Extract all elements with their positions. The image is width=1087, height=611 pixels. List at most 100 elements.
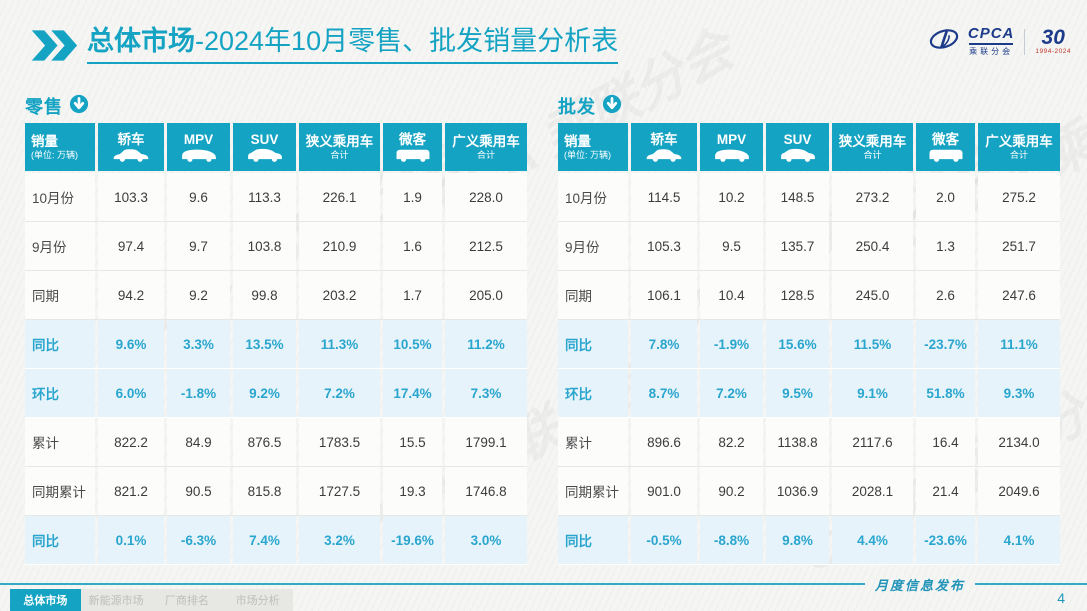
mpv-icon: [712, 148, 752, 163]
cpca-wordmark: CPCA 乘联分会: [968, 26, 1015, 57]
table-row: 累计 896.6 82.2 1138.8 2117.6 16.4 2134.0: [558, 418, 1060, 467]
bottom-tab-bar: 总体市场 新能源市场 厂商排名 市场分析: [10, 589, 293, 611]
retail-label: 零售: [25, 97, 63, 117]
wholesale-table: 批发 销量 (单位: 万辆) 轿车 MPV SUV 狭义乘用车 合计 微客 广义乘用车 合计 10…: [558, 94, 1060, 565]
row-label: 同比: [558, 320, 628, 368]
header-broad-total: 广义乘用车 合计: [978, 123, 1060, 171]
value-cell: 822.2: [98, 418, 164, 466]
footer-rule-left: [0, 583, 865, 585]
value-cell: 1138.8: [766, 418, 829, 466]
sedan-icon: [644, 148, 684, 163]
value-cell: 2134.0: [978, 418, 1060, 466]
header-label: SUV: [783, 131, 812, 147]
value-cell: 1.9: [383, 173, 442, 221]
value-cell: 7.2%: [299, 369, 380, 417]
value-cell: 8.7%: [631, 369, 697, 417]
tab-manufacturer-ranking[interactable]: 厂商排名: [164, 595, 209, 607]
header-mpv: MPV: [167, 123, 230, 171]
header-label: 狭义乘用车: [305, 133, 374, 149]
table-row: 同期 106.1 10.4 128.5 245.0 2.6 247.6: [558, 271, 1060, 320]
anniversary-number: 30: [1041, 26, 1065, 50]
value-cell: 1727.5: [299, 467, 380, 515]
title-row: 总体市场-2024年10月零售、批发销量分析表: [30, 26, 619, 67]
table-row: 同期 94.2 9.2 99.8 203.2 1.7 205.0: [25, 271, 527, 320]
row-label: 9月份: [558, 222, 628, 270]
value-cell: 3.3%: [167, 320, 230, 368]
value-cell: 10.2: [700, 173, 763, 221]
header-suv: SUV: [766, 123, 829, 171]
value-cell: 9.5: [700, 222, 763, 270]
row-label: 累计: [558, 418, 628, 466]
logo-divider: [1024, 28, 1026, 55]
header-label: 销量: [31, 133, 58, 149]
table-row: 同期累计 821.2 90.5 815.8 1727.5 19.3 1746.8: [25, 467, 527, 516]
tab-market-analysis[interactable]: 市场分析: [235, 595, 280, 607]
value-cell: 9.3%: [978, 369, 1060, 417]
header-label: MPV: [183, 131, 214, 147]
table-row: 同比 0.1% -6.3% 7.4% 3.2% -19.6% 3.0%: [25, 516, 527, 565]
value-cell: 3.0%: [445, 516, 527, 564]
suv-icon: [245, 148, 285, 163]
header-label: SUV: [250, 131, 279, 147]
row-label: 同期: [25, 271, 95, 319]
row-label: 同期: [558, 271, 628, 319]
value-cell: 228.0: [445, 173, 527, 221]
anniversary-years: 1994-2024: [1035, 48, 1071, 56]
header-sublabel: 合计: [330, 150, 349, 161]
value-cell: 7.8%: [631, 320, 697, 368]
row-label: 环比: [25, 369, 95, 417]
cpca-logo: CPCA 乘联分会 30 1994-2024: [927, 26, 1071, 57]
value-cell: 273.2: [832, 173, 913, 221]
sedan-icon: [111, 148, 151, 163]
value-cell: 2.0: [916, 173, 975, 221]
header-label: 狭义乘用车: [838, 133, 907, 149]
header-sublabel: 合计: [863, 150, 882, 161]
header-microvan: 微客: [383, 123, 442, 171]
cpca-subtitle: 乘联分会: [969, 43, 1014, 57]
header-sublabel: (单位: 万辆): [31, 150, 78, 161]
value-cell: 11.2%: [445, 320, 527, 368]
value-cell: 9.7: [167, 222, 230, 270]
header-sales: 销量 (单位: 万辆): [558, 123, 628, 171]
header-narrow-total: 狭义乘用车 合计: [832, 123, 913, 171]
page-number: 4: [1057, 590, 1065, 606]
double-chevron-icon: [30, 29, 78, 67]
value-cell: 9.5%: [766, 369, 829, 417]
value-cell: 82.2: [700, 418, 763, 466]
value-cell: 251.7: [978, 222, 1060, 270]
table-row: 同期累计 901.0 90.2 1036.9 2028.1 21.4 2049.6: [558, 467, 1060, 516]
row-label: 同比: [25, 516, 95, 564]
down-arrow-badge-icon: [602, 94, 622, 119]
value-cell: 135.7: [766, 222, 829, 270]
value-cell: 106.1: [631, 271, 697, 319]
value-cell: 11.1%: [978, 320, 1060, 368]
table-row: 同比 7.8% -1.9% 15.6% 11.5% -23.7% 11.1%: [558, 320, 1060, 369]
value-cell: 0.1%: [98, 516, 164, 564]
value-cell: 205.0: [445, 271, 527, 319]
value-cell: 247.6: [978, 271, 1060, 319]
value-cell: 9.2%: [233, 369, 296, 417]
tab-nev-market[interactable]: 新能源市场: [88, 595, 144, 607]
value-cell: 275.2: [978, 173, 1060, 221]
header-broad-total: 广义乘用车 合计: [445, 123, 527, 171]
table-row: 环比 8.7% 7.2% 9.5% 9.1% 51.8% 9.3%: [558, 369, 1060, 418]
value-cell: 105.3: [631, 222, 697, 270]
table-row: 9月份 105.3 9.5 135.7 250.4 1.3 251.7: [558, 222, 1060, 271]
value-cell: 2028.1: [832, 467, 913, 515]
value-cell: 21.4: [916, 467, 975, 515]
header-sublabel: 合计: [1009, 150, 1028, 161]
retail-body: 10月份 103.3 9.6 113.3 226.1 1.9 228.0 9月份 97.4 9.7…: [25, 173, 527, 565]
header-label: 轿车: [650, 131, 678, 147]
value-cell: 1036.9: [766, 467, 829, 515]
value-cell: -1.8%: [167, 369, 230, 417]
wholesale-label: 批发: [558, 97, 596, 117]
down-arrow-badge-icon: [69, 94, 89, 119]
footer-rule: 月度信息发布: [0, 576, 1087, 594]
value-cell: 128.5: [766, 271, 829, 319]
tab-overall-market[interactable]: 总体市场: [10, 589, 81, 611]
value-cell: 6.0%: [98, 369, 164, 417]
value-cell: 94.2: [98, 271, 164, 319]
value-cell: -23.7%: [916, 320, 975, 368]
value-cell: 15.6%: [766, 320, 829, 368]
page-title: 总体市场-2024年10月零售、批发销量分析表: [87, 26, 619, 65]
